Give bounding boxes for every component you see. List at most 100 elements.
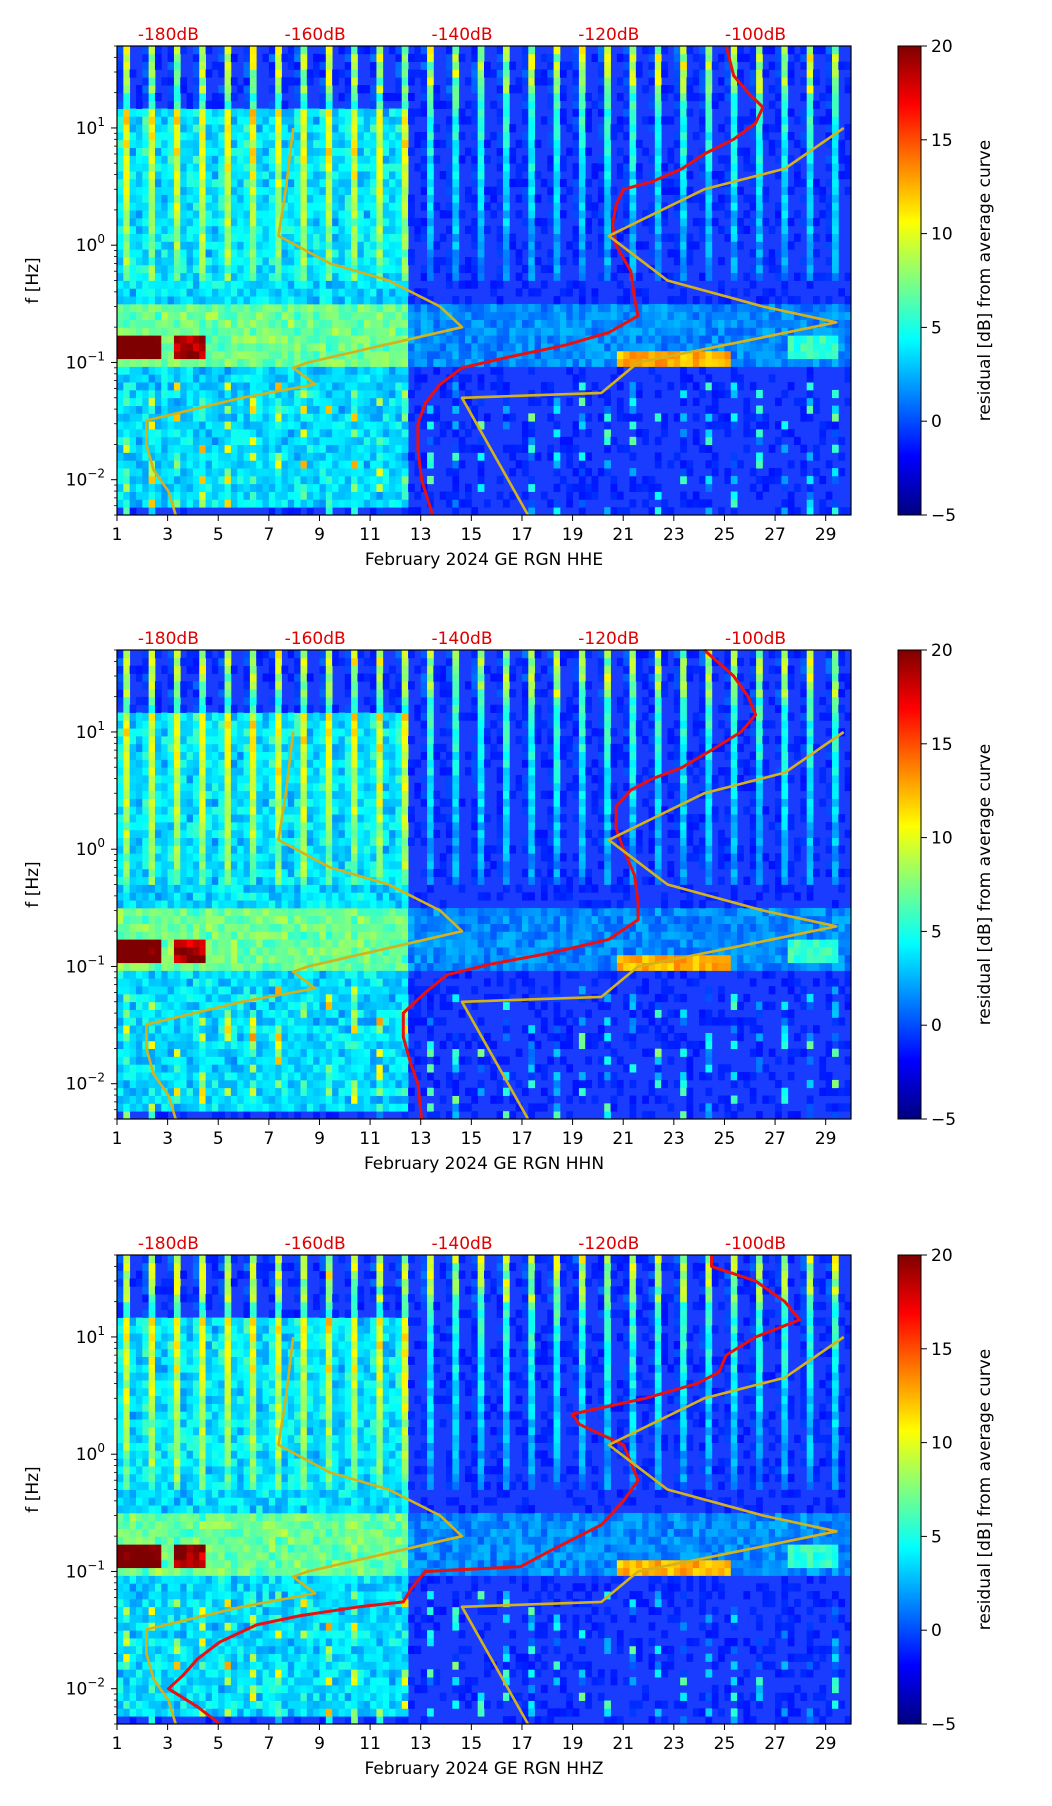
- heatmap-cell: [180, 303, 188, 313]
- heatmap-cell: [471, 202, 479, 211]
- heatmap-cell: [142, 280, 150, 289]
- heatmap-cell: [597, 249, 605, 258]
- heatmap-cell: [452, 491, 460, 500]
- heatmap-cell: [566, 499, 573, 508]
- heatmap-cell: [509, 124, 517, 133]
- heatmap-cell: [287, 186, 295, 195]
- heatmap-cell: [363, 350, 371, 360]
- heatmap-cell: [148, 288, 156, 297]
- heatmap-cell: [768, 288, 776, 297]
- heatmap-cell: [123, 202, 131, 211]
- heatmap-cell: [313, 272, 320, 281]
- heatmap-cell: [370, 178, 377, 188]
- heatmap-cell: [268, 405, 276, 414]
- heatmap-cell: [313, 257, 320, 266]
- heatmap-cell: [623, 108, 630, 117]
- heatmap-cell: [148, 272, 156, 281]
- heatmap-cell: [806, 77, 814, 86]
- heatmap-cell: [635, 389, 643, 399]
- heatmap-cell: [117, 1095, 124, 1104]
- heatmap-cell: [376, 46, 384, 55]
- heatmap-cell: [154, 61, 162, 70]
- heatmap-cell: [559, 319, 567, 328]
- heatmap-cell: [705, 475, 713, 485]
- heatmap-cell: [344, 194, 352, 203]
- heatmap-cell: [224, 288, 232, 297]
- heatmap-cell: [268, 171, 276, 180]
- x-tick-label: 11: [359, 525, 381, 545]
- heatmap-cell: [117, 194, 124, 203]
- heatmap-cell: [300, 491, 308, 500]
- heatmap-cell: [357, 389, 365, 399]
- heatmap-cell: [509, 155, 517, 164]
- heatmap-cell: [743, 319, 751, 328]
- heatmap-cell: [420, 264, 428, 274]
- heatmap-cell: [471, 217, 479, 227]
- heatmap-cell: [610, 475, 618, 485]
- heatmap-cell: [680, 217, 687, 227]
- heatmap-cell: [832, 178, 839, 188]
- heatmap-cell: [294, 210, 301, 219]
- heatmap-cell: [642, 303, 649, 313]
- heatmap-cell: [154, 389, 162, 399]
- heatmap-cell: [749, 264, 757, 274]
- heatmap-cell: [585, 311, 592, 320]
- heatmap-cell: [161, 382, 169, 391]
- heatmap-cell: [496, 335, 504, 344]
- heatmap-cell: [287, 233, 295, 242]
- heatmap-cell: [528, 202, 536, 211]
- heatmap-cell: [604, 163, 611, 172]
- heatmap-cell: [420, 296, 428, 305]
- heatmap-cell: [192, 311, 200, 320]
- heatmap-cell: [224, 53, 232, 63]
- heatmap-cell: [249, 241, 257, 250]
- heatmap-cell: [553, 131, 561, 141]
- heatmap-cell: [395, 217, 403, 227]
- heatmap-cell: [275, 108, 282, 117]
- heatmap-cell: [781, 444, 789, 453]
- heatmap-cell: [509, 241, 517, 250]
- heatmap-cell: [775, 272, 782, 281]
- heatmap-cell: [325, 397, 333, 406]
- heatmap-cell: [756, 436, 763, 446]
- heatmap-cell: [521, 194, 529, 203]
- heatmap-cell: [237, 491, 244, 500]
- heatmap-cell: [256, 436, 263, 446]
- heatmap-cell: [180, 202, 188, 211]
- heatmap-cell: [528, 233, 536, 242]
- heatmap-cell: [578, 272, 586, 281]
- heatmap-cell: [117, 147, 124, 156]
- heatmap-cell: [680, 491, 687, 500]
- heatmap-cell: [363, 475, 371, 485]
- heatmap-cell: [332, 311, 339, 320]
- heatmap-cell: [825, 61, 833, 70]
- heatmap-cell: [787, 382, 795, 391]
- heatmap-cell: [148, 311, 156, 320]
- heatmap-cell: [180, 405, 188, 414]
- heatmap-cell: [180, 163, 188, 172]
- heatmap-cell: [616, 397, 624, 406]
- heatmap-cell: [275, 319, 282, 328]
- heatmap-cell: [395, 374, 403, 383]
- heatmap-cell: [199, 327, 206, 336]
- heatmap-cell: [262, 397, 270, 406]
- heatmap-cell: [142, 225, 150, 234]
- heatmap-cell: [370, 139, 377, 149]
- heatmap-cell: [344, 397, 352, 406]
- heatmap-cell: [192, 397, 200, 406]
- heatmap-cell: [540, 69, 548, 78]
- heatmap-cell: [825, 272, 833, 281]
- heatmap-cell: [768, 264, 776, 274]
- heatmap-cell: [787, 350, 795, 360]
- heatmap-cell: [224, 225, 232, 234]
- heatmap-cell: [148, 405, 156, 414]
- heatmap-cell: [167, 163, 175, 172]
- heatmap-cell: [572, 257, 580, 266]
- heatmap-cell: [401, 178, 409, 188]
- heatmap-cell: [167, 475, 175, 485]
- heatmap-cell: [781, 272, 789, 281]
- heatmap-cell: [135, 452, 143, 461]
- heatmap-cell: [287, 499, 295, 508]
- heatmap-cell: [832, 389, 839, 399]
- heatmap-cell: [775, 249, 782, 258]
